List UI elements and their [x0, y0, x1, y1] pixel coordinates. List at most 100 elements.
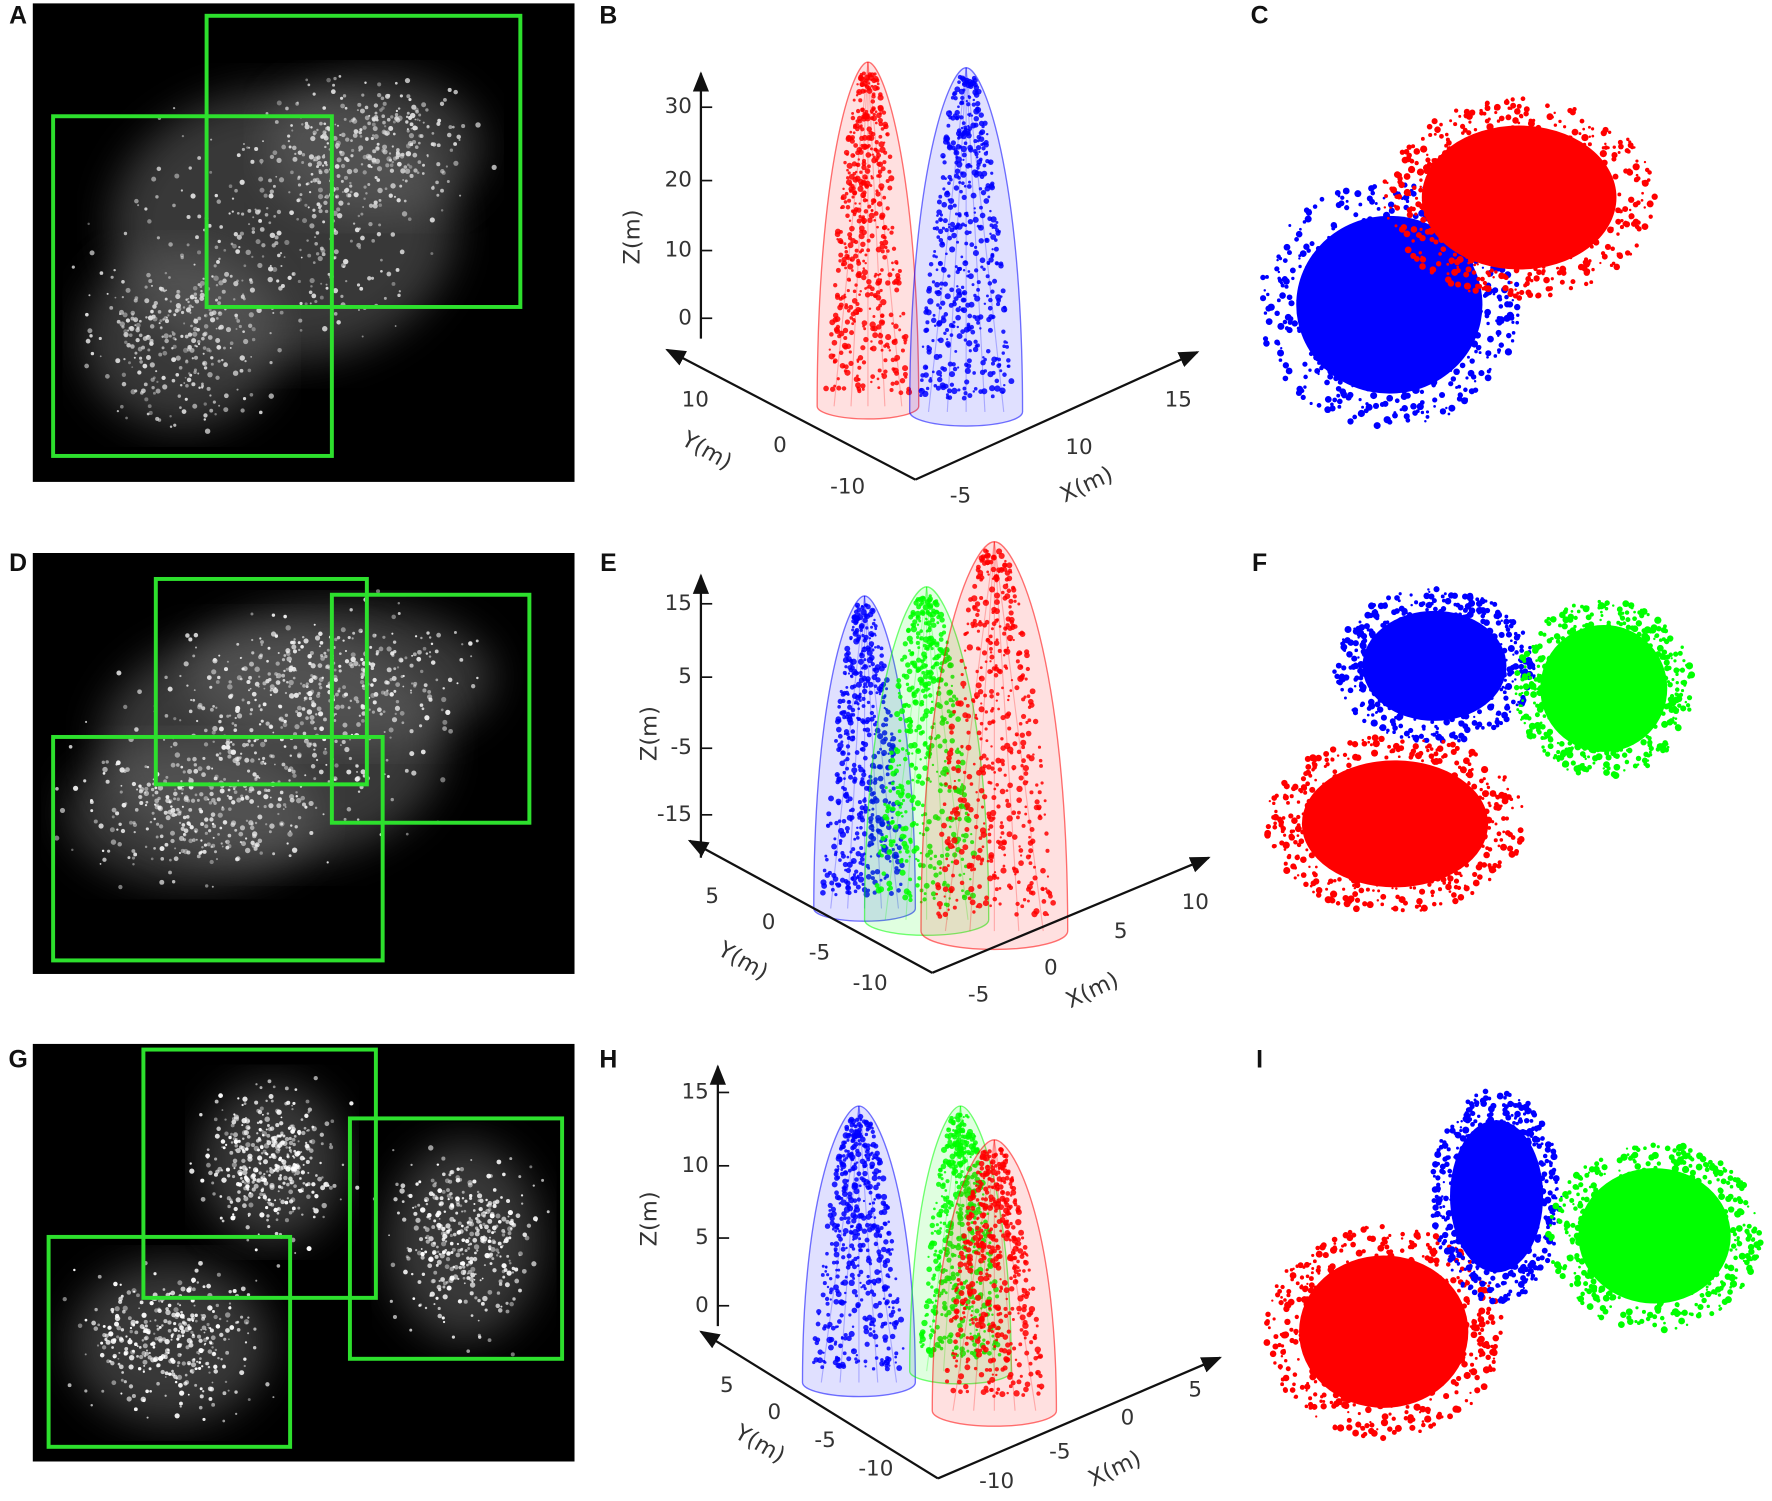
lidar-point — [157, 1336, 163, 1342]
lidar-point — [449, 1169, 455, 1175]
lidar-point — [112, 1353, 117, 1359]
tree-point — [859, 805, 865, 811]
lidar-point — [204, 728, 208, 733]
lidar-point — [187, 297, 190, 300]
lidar-point — [326, 142, 330, 145]
lidar-point — [449, 1192, 453, 1196]
lidar-point — [236, 388, 239, 391]
tree-point — [905, 682, 910, 687]
tree-point — [1002, 372, 1007, 377]
lidar-point — [208, 801, 213, 805]
tree-point — [873, 72, 877, 76]
lidar-point — [284, 1136, 290, 1142]
lidar-point — [248, 786, 254, 792]
lidar-point — [157, 1299, 161, 1303]
tree-point — [969, 242, 975, 248]
lidar-point — [281, 718, 285, 722]
lidar-point — [282, 803, 287, 807]
lidar-point — [461, 1190, 465, 1194]
tree-point — [927, 272, 933, 277]
lidar-point — [342, 191, 344, 193]
lidar-point — [297, 1206, 301, 1210]
lidar-point — [145, 316, 148, 319]
tree-point — [987, 281, 993, 286]
lidar-point — [290, 824, 293, 827]
lidar-point — [299, 193, 303, 197]
lidar-point — [193, 763, 198, 767]
lidar-point — [320, 654, 324, 658]
tree-point — [896, 279, 902, 286]
lidar-point — [128, 361, 131, 365]
tree-point — [911, 752, 914, 755]
tree-point — [908, 649, 911, 653]
lidar-point — [257, 814, 263, 820]
lidar-point — [306, 1246, 312, 1252]
lidar-point — [156, 1363, 161, 1368]
tree-point — [945, 393, 949, 397]
lidar-point — [164, 338, 169, 344]
lidar-point — [222, 346, 226, 350]
lidar-point — [148, 278, 153, 284]
lidar-point — [171, 1312, 177, 1318]
lidar-point — [121, 279, 125, 284]
lidar-point — [146, 1416, 149, 1419]
lidar-point — [294, 1252, 297, 1255]
tree-point — [951, 362, 956, 367]
tree-point — [994, 385, 1001, 392]
tree-point — [871, 92, 876, 96]
tree-point — [832, 876, 839, 882]
lidar-point — [224, 821, 227, 823]
lidar-point — [349, 1101, 354, 1106]
tree-point — [828, 795, 834, 802]
lidar-point — [424, 1236, 428, 1240]
lidar-point — [244, 837, 248, 840]
lidar-point — [268, 1156, 272, 1159]
tree-point — [966, 363, 972, 369]
lidar-point — [501, 1269, 506, 1274]
lidar-point — [356, 242, 361, 248]
tree-point — [845, 885, 851, 890]
lidar-point — [303, 699, 306, 702]
tree-point — [950, 140, 956, 146]
lidar-point — [217, 1356, 220, 1360]
lidar-point — [293, 692, 299, 698]
tree-point — [842, 715, 847, 720]
lidar-point — [209, 311, 214, 317]
lidar-point — [502, 1275, 506, 1279]
lidar-point — [323, 200, 328, 205]
lidar-point — [208, 1371, 211, 1374]
tree-point — [961, 194, 967, 200]
lidar-point — [259, 1162, 262, 1165]
lidar-image — [32, 553, 575, 974]
lidar-point — [426, 1215, 430, 1219]
lidar-point — [441, 1226, 446, 1232]
lidar-point — [419, 703, 424, 707]
lidar-point — [231, 1119, 237, 1125]
lidar-point — [193, 689, 196, 692]
lidar-point — [178, 365, 183, 370]
lidar-point — [353, 168, 359, 174]
lidar-point — [215, 375, 220, 380]
tree-point — [874, 158, 879, 163]
lidar-point — [339, 1198, 342, 1201]
lidar-point — [314, 236, 317, 239]
tree-point — [991, 248, 994, 251]
lidar-point — [157, 785, 164, 791]
lidar-point — [199, 280, 205, 286]
lidar-point — [151, 1341, 156, 1347]
lidar-point — [288, 1148, 292, 1152]
lidar-point — [209, 859, 214, 865]
lidar-point — [239, 656, 242, 659]
lidar-point — [325, 763, 328, 766]
lidar-point — [420, 749, 426, 755]
tree-point — [882, 798, 889, 804]
lidar-point — [121, 1371, 124, 1374]
lidar-point — [233, 1215, 236, 1219]
lidar-point — [101, 1345, 107, 1350]
lidar-point — [464, 1199, 468, 1203]
lidar-point — [266, 1112, 270, 1115]
lidar-point — [137, 346, 143, 352]
lidar-point — [279, 1198, 282, 1201]
lidar-point — [297, 183, 302, 187]
panel-label: H — [599, 1046, 617, 1073]
